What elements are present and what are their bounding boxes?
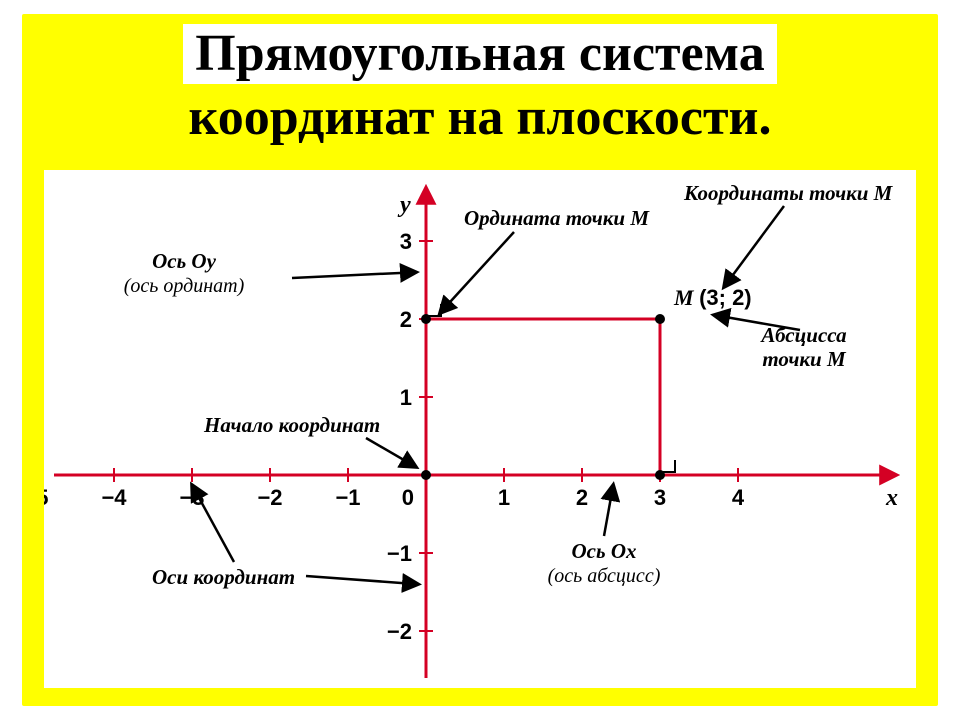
y-tick-label: 2: [400, 307, 412, 332]
title-line-1: Прямоугольная система: [183, 24, 776, 84]
x-tick-label: 1: [498, 485, 510, 510]
annotation-arrows: [192, 206, 800, 584]
annotation-axis-ox-arrow: [604, 485, 613, 536]
y-tick-label: 3: [400, 229, 412, 254]
x-tick-label: −1: [335, 485, 360, 510]
projection-y-point: [421, 314, 431, 324]
annotation-origin-label: Начало координат: [203, 413, 380, 437]
x-axis-name: x: [885, 485, 898, 511]
annotation-axis-ox-label: (ось абсцисс): [548, 565, 661, 587]
annotation-axis-ox-label: Ось Ox: [572, 539, 637, 563]
right-angle-marker: [663, 460, 675, 472]
title-line-2: координат на плоскости.: [60, 88, 900, 148]
labels: −5−4−3−2−11234−2−11230xyM (3; 2)Ось Oy(о…: [44, 181, 898, 644]
annotation-coords-label: Координаты точки M: [683, 181, 894, 205]
point-M: [655, 314, 665, 324]
annotation-ordinate-label: Ордината точки M: [464, 206, 650, 230]
y-tick-label: 1: [400, 385, 412, 410]
page: Прямоугольная система координат на плоск…: [0, 0, 960, 720]
x-tick-label: 4: [732, 485, 745, 510]
diagram-panel: −5−4−3−2−11234−2−11230xyM (3; 2)Ось Oy(о…: [44, 170, 916, 688]
x-tick-label: −5: [44, 485, 49, 510]
origin-label: 0: [402, 485, 414, 510]
x-tick-label: 2: [576, 485, 588, 510]
coordinate-diagram: −5−4−3−2−11234−2−11230xyM (3; 2)Ось Oy(о…: [44, 170, 916, 688]
projection-x-point: [655, 470, 665, 480]
annotation-axis-oy-label: Ось Oy: [152, 249, 216, 273]
y-tick-label: −1: [387, 541, 412, 566]
y-axis-name: y: [397, 192, 411, 218]
annotation-coord-axes-arrow: [306, 576, 418, 584]
annotation-origin-arrow: [366, 438, 416, 467]
y-tick-label: −2: [387, 619, 412, 644]
projection-segments: [426, 304, 675, 475]
annotation-abscissa-label: Абсцисса: [759, 323, 846, 347]
annotation-axis-oy-label: (ось ординат): [124, 275, 245, 297]
slide-title: Прямоугольная система координат на плоск…: [60, 14, 900, 168]
x-tick-label: −3: [179, 485, 204, 510]
x-tick-label: −2: [257, 485, 282, 510]
origin-point: [421, 470, 431, 480]
x-tick-label: 3: [654, 485, 666, 510]
point-M-label: M (3; 2): [673, 285, 752, 310]
right-angle-marker: [429, 304, 441, 316]
annotation-axis-oy-arrow: [292, 272, 416, 278]
annotation-coords-arrow: [724, 206, 784, 287]
annotation-coord-axes-label: Оси координат: [152, 565, 295, 589]
points: [421, 314, 665, 480]
x-tick-label: −4: [101, 485, 127, 510]
annotation-ordinate-arrow: [440, 232, 514, 313]
annotation-abscissa-label: точки M: [762, 347, 847, 371]
